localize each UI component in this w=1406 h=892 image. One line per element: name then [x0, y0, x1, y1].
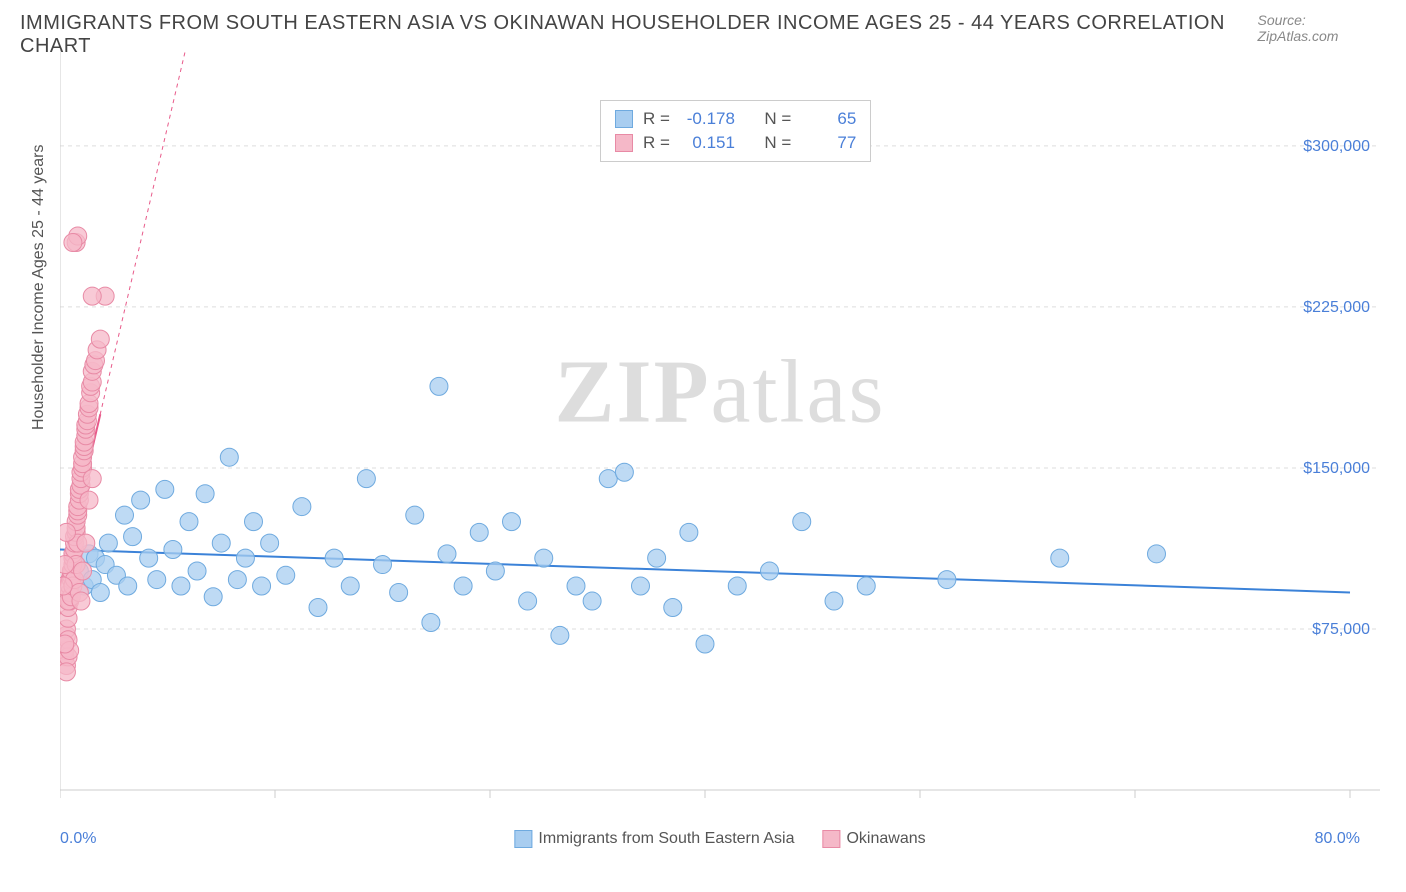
stats-row: R = -0.178 N = 65	[615, 107, 856, 131]
legend-label: Immigrants from South Eastern Asia	[538, 830, 794, 848]
stats-row: R = 0.151 N = 77	[615, 131, 856, 155]
swatch-icon	[615, 134, 633, 152]
swatch-icon	[514, 830, 532, 848]
swatch-icon	[615, 110, 633, 128]
chart-area: Householder Income Ages 25 - 44 years $7…	[60, 50, 1380, 810]
legend-label: Okinawans	[846, 830, 925, 848]
bottom-legend: Immigrants from South Eastern Asia Okina…	[514, 830, 925, 848]
svg-text:$225,000: $225,000	[1303, 299, 1370, 316]
x-axis-labels: 0.0% Immigrants from South Eastern Asia …	[60, 830, 1380, 870]
stat-n-label: N =	[764, 109, 791, 129]
legend-item-series2: Okinawans	[822, 830, 925, 848]
source-attribution: Source: ZipAtlas.com	[1258, 12, 1386, 44]
y-axis-label: Householder Income Ages 25 - 44 years	[30, 145, 48, 431]
stat-r-value: -0.178	[680, 109, 735, 129]
svg-text:$300,000: $300,000	[1303, 138, 1370, 155]
stat-r-value: 0.151	[680, 133, 735, 153]
swatch-icon	[822, 830, 840, 848]
stat-n-value: 77	[801, 133, 856, 153]
stat-n-label: N =	[764, 133, 791, 153]
stats-legend-box: R = -0.178 N = 65 R = 0.151 N = 77	[600, 100, 871, 162]
x-axis-max-label: 80.0%	[1315, 830, 1360, 848]
scatter-plot: $75,000 $150,000 $225,000 $300,000	[60, 50, 1380, 810]
stat-n-value: 65	[801, 109, 856, 129]
stat-r-label: R =	[643, 109, 670, 129]
svg-text:$75,000: $75,000	[1312, 621, 1370, 638]
stat-r-label: R =	[643, 133, 670, 153]
legend-item-series1: Immigrants from South Eastern Asia	[514, 830, 794, 848]
svg-text:$150,000: $150,000	[1303, 460, 1370, 477]
x-axis-min-label: 0.0%	[60, 830, 96, 848]
